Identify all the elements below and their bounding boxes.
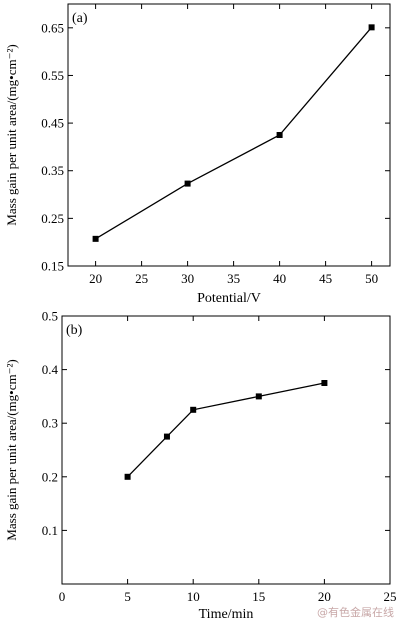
data-point [255, 393, 262, 400]
data-point [163, 433, 170, 440]
data-point [190, 406, 197, 413]
x-axis-label: Potential/V [197, 291, 261, 306]
y-tick-label: 0.65 [41, 20, 64, 35]
data-point [321, 380, 328, 386]
x-tick-label: 10 [187, 589, 200, 604]
y-tick-label: 0.2 [42, 469, 58, 484]
y-tick-label: 0.35 [41, 163, 64, 178]
y-axis-label: Mass gain per unit area/(mg•cm⁻²) [4, 359, 19, 540]
y-tick-label: 0.45 [41, 116, 64, 131]
y-axis-label: Mass gain per unit area/(mg•cm⁻²) [4, 44, 19, 225]
x-tick-label: 20 [89, 271, 102, 286]
y-tick-label: 0.5 [42, 309, 58, 324]
x-tick-label: 0 [59, 589, 66, 604]
x-tick-label: 5 [124, 589, 131, 604]
data-point [276, 132, 283, 138]
x-tick-label: 50 [365, 271, 378, 286]
x-tick-label: 25 [384, 589, 397, 604]
x-tick-label: 25 [135, 271, 148, 286]
series-line [95, 26, 373, 240]
x-tick-label: 15 [252, 589, 265, 604]
y-tick-label: 0.1 [42, 523, 58, 538]
chart-a: 20 25 30 35 40 45 50 0.15 0.25 0.35 0.45 0.55 0.65 Po… [4, 3, 391, 306]
x-tick-label: 35 [227, 271, 240, 286]
watermark: @有色金属在线 [317, 605, 394, 619]
x-tick-label: 40 [273, 271, 286, 286]
y-tick-label: 0.3 [42, 416, 58, 431]
x-tick-label: 30 [181, 271, 194, 286]
series-line [127, 382, 325, 478]
data-point [92, 235, 99, 242]
y-tick-label: 0.55 [41, 68, 64, 83]
data-point [368, 24, 375, 31]
chart-b: 0 5 10 15 20 25 0.1 0.2 0.3 0.4 0.5 Time/min Mass ga… [4, 309, 397, 622]
data-point [124, 473, 131, 480]
x-tick-label: 20 [318, 589, 331, 604]
y-tick-label: 0.25 [41, 211, 64, 226]
plot-frame [61, 315, 391, 585]
panel-label: (a) [72, 11, 88, 26]
y-tick-label: 0.4 [42, 362, 59, 377]
x-axis-label: Time/min [199, 607, 254, 622]
panel-label: (b) [66, 323, 83, 338]
plot-frame [67, 3, 391, 267]
y-tick-label: 0.15 [41, 259, 64, 274]
data-point [184, 180, 191, 187]
x-tick-label: 45 [319, 271, 332, 286]
